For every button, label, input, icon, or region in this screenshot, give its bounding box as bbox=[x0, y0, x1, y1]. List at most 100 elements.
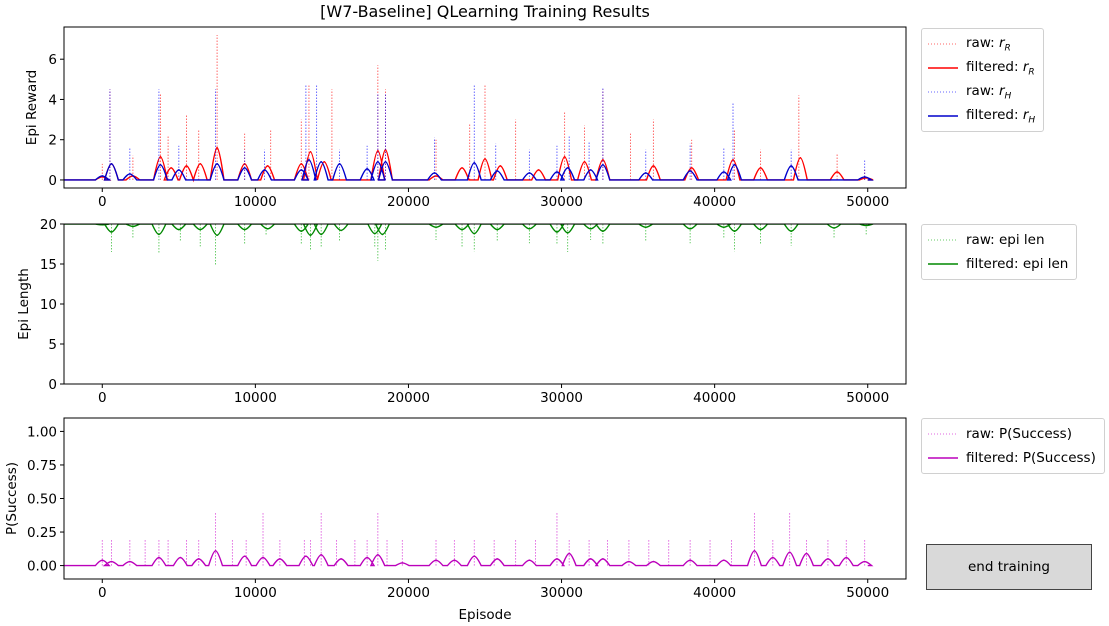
filtered-point bbox=[178, 169, 180, 171]
filtered-point bbox=[110, 163, 113, 165]
filtered-point bbox=[262, 556, 264, 559]
filtered-point bbox=[556, 171, 558, 173]
filtered-point bbox=[435, 559, 437, 562]
y-tick-label: 0.50 bbox=[27, 492, 57, 508]
filtered-point bbox=[790, 230, 792, 232]
legend-entry-filtered-rr: filtered: rR bbox=[928, 56, 1035, 80]
series-filtered-p-success- bbox=[64, 550, 874, 567]
filtered-point bbox=[528, 228, 531, 230]
series-raw-r-r bbox=[101, 35, 866, 180]
y-tick-label: 15 bbox=[40, 257, 57, 273]
filtered-point bbox=[340, 229, 342, 232]
filtered-point bbox=[377, 554, 379, 556]
filtered-point bbox=[836, 171, 838, 173]
filtered-point bbox=[865, 224, 867, 227]
filtered-point bbox=[300, 169, 303, 171]
filtered-line bbox=[64, 159, 874, 181]
filtered-point bbox=[568, 552, 570, 555]
x-tick-label: 40000 bbox=[693, 390, 736, 406]
filtered-point bbox=[644, 226, 647, 228]
filtered-point bbox=[377, 161, 379, 163]
filtered-point bbox=[340, 558, 342, 560]
legend-swatch bbox=[928, 263, 958, 265]
x-tick-label: 30000 bbox=[540, 390, 583, 406]
y-axis-label: P(Success) bbox=[4, 462, 20, 535]
legend-entry-raw-rh: raw: rH bbox=[928, 80, 1035, 104]
filtered-point bbox=[759, 228, 762, 231]
filtered-point bbox=[589, 228, 592, 230]
filtered-point bbox=[435, 175, 437, 177]
legend-entry-raw-rr: raw: rR bbox=[928, 32, 1035, 56]
filtered-point bbox=[496, 170, 499, 172]
x-tick-label: 50000 bbox=[846, 194, 889, 210]
filtered-point bbox=[110, 560, 113, 563]
filtered-point bbox=[101, 175, 104, 177]
filtered-point bbox=[473, 555, 476, 557]
legend-swatch bbox=[928, 115, 958, 117]
x-tick-label: 10000 bbox=[234, 390, 277, 406]
filtered-point bbox=[384, 161, 387, 163]
filtered-point bbox=[216, 163, 218, 165]
legend-label: raw: epi len bbox=[966, 232, 1045, 248]
y-tick-label: 10 bbox=[40, 297, 57, 313]
length-legend: raw: epi len filtered: epi len bbox=[921, 224, 1078, 280]
filtered-point bbox=[216, 234, 218, 236]
y-tick-label: 4 bbox=[48, 92, 57, 108]
filtered-point bbox=[178, 228, 180, 231]
length-axes: 0 10000 20000 30000 40000 50000 0 5 10 15 20 Epi Le… bbox=[16, 217, 907, 406]
filtered-point bbox=[845, 556, 848, 559]
x-tick-label: 0 bbox=[98, 390, 107, 406]
x-tick-label: 0 bbox=[98, 585, 107, 601]
filtered-point bbox=[723, 171, 725, 173]
filtered-point bbox=[556, 231, 558, 233]
series-raw-p-success- bbox=[101, 511, 866, 566]
filtered-point bbox=[644, 172, 647, 174]
filtered-point bbox=[790, 165, 792, 167]
filtered-point bbox=[185, 165, 188, 167]
legend-entry-raw-len: raw: epi len bbox=[928, 228, 1068, 252]
filtered-point bbox=[827, 558, 829, 560]
filtered-point bbox=[129, 560, 131, 563]
filtered-line bbox=[64, 224, 874, 236]
filtered-point bbox=[199, 163, 202, 165]
legend-entry-raw-success: raw: P(Success) bbox=[928, 422, 1096, 446]
filtered-point bbox=[772, 556, 774, 559]
y-tick-label: 0 bbox=[48, 377, 57, 393]
y-axis-label: Epi Length bbox=[16, 268, 32, 340]
filtered-point bbox=[435, 226, 437, 228]
x-tick-label: 40000 bbox=[693, 194, 736, 210]
filtered-point bbox=[461, 167, 463, 169]
filtered-point bbox=[628, 560, 630, 563]
series-raw-r-h bbox=[109, 85, 866, 180]
filtered-point bbox=[473, 162, 476, 164]
filtered-point bbox=[263, 169, 266, 171]
filtered-point bbox=[158, 233, 160, 236]
end-training-button[interactable]: end training bbox=[926, 544, 1092, 590]
legend-label: filtered: rR bbox=[966, 58, 1035, 78]
filtered-point bbox=[733, 230, 736, 232]
filtered-point bbox=[805, 552, 808, 555]
filtered-point bbox=[563, 156, 566, 158]
filtered-point bbox=[373, 232, 376, 235]
filtered-point bbox=[132, 225, 134, 228]
legend-swatch bbox=[928, 91, 958, 93]
filtered-point bbox=[453, 559, 456, 562]
x-tick-label: 50000 bbox=[846, 585, 889, 601]
axes-frame bbox=[63, 223, 907, 385]
filtered-point bbox=[266, 165, 269, 167]
filtered-point bbox=[496, 228, 499, 231]
filtered-point bbox=[484, 158, 486, 160]
filtered-point bbox=[308, 159, 310, 161]
filtered-point bbox=[496, 558, 499, 560]
filtered-point bbox=[381, 233, 384, 236]
filtered-point bbox=[323, 161, 326, 163]
filtered-point bbox=[753, 550, 756, 552]
y-tick-label: 6 bbox=[48, 52, 57, 68]
filtered-line bbox=[64, 550, 874, 567]
legend-swatch bbox=[928, 433, 958, 435]
filtered-point bbox=[197, 558, 200, 560]
filtered-point bbox=[300, 230, 303, 232]
filtered-point bbox=[279, 558, 281, 560]
legend-swatch bbox=[928, 67, 958, 69]
legend-entry-filtered-rh: filtered: rH bbox=[928, 104, 1035, 128]
